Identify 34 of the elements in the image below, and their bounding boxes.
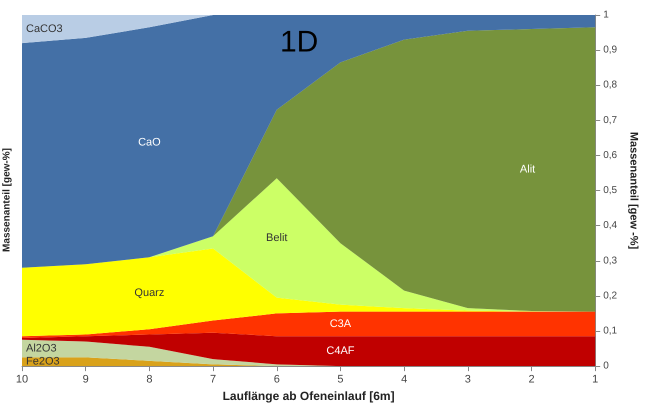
x-axis-title: Lauflänge ab Ofeneinlauf [6m] [222,389,395,403]
series-label: CaO [138,136,162,148]
y-tick-label: 0,1 [603,325,618,336]
x-tick-label: 5 [337,374,344,386]
y-tick-label: 0,6 [603,150,618,161]
y-tick-label: 0,3 [603,255,618,266]
x-tick-label: 3 [464,374,471,386]
series-label: Alit [520,163,536,176]
y-tick-label: 0,7 [603,114,618,126]
series-label: Al2O3 [26,342,57,355]
y-axis-title: Massenanteil [gew -%] [628,132,640,250]
y-tick-label: 0,8 [603,80,618,91]
series-label: Quarz [134,287,164,300]
x-tick-label: 1 [592,374,598,386]
y-tick-label: 0,4 [603,220,618,232]
series-label: Fe2O3 [26,356,60,368]
x-tick-label: 7 [210,374,216,386]
x-tick-label: 6 [274,374,280,386]
x-tick-label: 4 [401,374,408,386]
y-tick-label: 0,9 [603,44,618,56]
y-tick-label: 0,5 [603,185,618,196]
series-label: C4AF [326,345,355,358]
x-tick-label: 2 [528,374,535,386]
x-tick-label: 10 [16,374,28,386]
chart-title: 1D [280,26,318,58]
series-label: CaCO3 [26,23,63,36]
y-tick-label: 0 [603,360,610,372]
x-tick-label: 8 [146,374,152,386]
y-tick-label: 1 [603,10,610,20]
series-label: C3A [330,318,352,330]
y-tick-label: 0,2 [603,290,618,302]
series-label: Belit [266,232,288,244]
x-tick-label: 9 [82,374,89,386]
text: Massenanteil [gew-%] [2,148,12,252]
